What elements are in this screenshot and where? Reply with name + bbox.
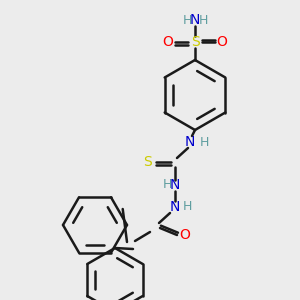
Text: H: H	[182, 14, 192, 26]
Text: O: O	[163, 35, 173, 49]
Text: N: N	[185, 135, 195, 149]
Text: N: N	[190, 13, 200, 27]
Text: O: O	[217, 35, 227, 49]
Text: H: H	[198, 14, 208, 26]
Text: N: N	[170, 178, 180, 192]
Text: H: H	[182, 200, 192, 214]
Text: H: H	[162, 178, 172, 191]
Text: S: S	[144, 155, 152, 169]
Text: O: O	[180, 228, 190, 242]
Text: N: N	[170, 200, 180, 214]
Text: S: S	[190, 35, 200, 49]
Text: H: H	[199, 136, 209, 148]
